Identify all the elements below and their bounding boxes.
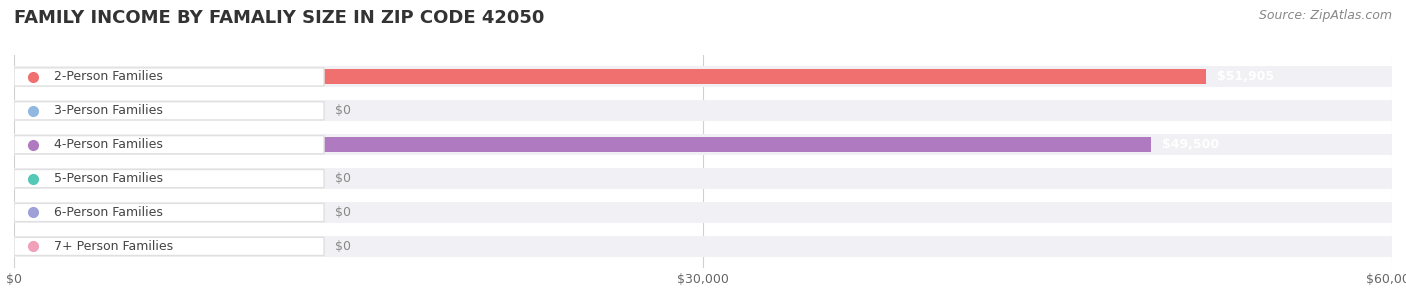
Text: 5-Person Families: 5-Person Families <box>55 172 163 185</box>
Text: $0: $0 <box>335 206 352 219</box>
Text: 7+ Person Families: 7+ Person Families <box>55 240 173 253</box>
Bar <box>14 69 1206 84</box>
Text: $0: $0 <box>335 104 352 117</box>
Bar <box>14 137 1150 152</box>
Text: 2-Person Families: 2-Person Families <box>55 70 163 84</box>
Bar <box>14 66 1392 88</box>
FancyBboxPatch shape <box>14 68 325 86</box>
FancyBboxPatch shape <box>14 237 325 256</box>
Text: Source: ZipAtlas.com: Source: ZipAtlas.com <box>1258 9 1392 22</box>
Bar <box>14 236 1392 257</box>
Text: $51,905: $51,905 <box>1218 70 1274 84</box>
Text: 3-Person Families: 3-Person Families <box>55 104 163 117</box>
FancyBboxPatch shape <box>14 170 325 188</box>
FancyBboxPatch shape <box>14 136 325 154</box>
Text: 4-Person Families: 4-Person Families <box>55 138 163 151</box>
Text: $49,500: $49,500 <box>1161 138 1219 151</box>
Bar <box>14 134 1392 155</box>
Text: FAMILY INCOME BY FAMALIY SIZE IN ZIP CODE 42050: FAMILY INCOME BY FAMALIY SIZE IN ZIP COD… <box>14 9 544 27</box>
Text: $0: $0 <box>335 172 352 185</box>
FancyBboxPatch shape <box>14 203 325 221</box>
FancyBboxPatch shape <box>14 102 325 120</box>
Bar <box>14 202 1392 223</box>
Bar <box>14 168 1392 189</box>
Bar <box>14 100 1392 121</box>
Text: 6-Person Families: 6-Person Families <box>55 206 163 219</box>
Text: $0: $0 <box>335 240 352 253</box>
